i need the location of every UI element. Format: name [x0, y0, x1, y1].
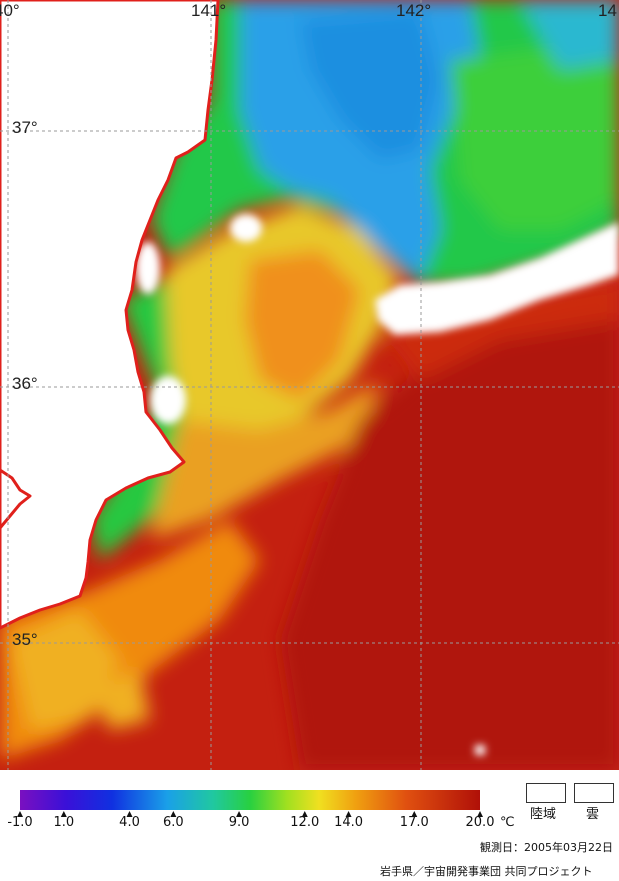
- colorbar-tick-mark: [411, 811, 418, 817]
- colorbar-tick-label: 6.0: [162, 815, 184, 830]
- lat-label-36: 36°: [12, 374, 38, 393]
- colorbar-tick-label: 4.0: [119, 815, 140, 830]
- legend-cloud-label: 雲: [586, 807, 600, 822]
- legend-land-label: 陸域: [530, 807, 557, 822]
- colorbar: [20, 790, 480, 810]
- colorbar-tick-mark: [301, 811, 308, 817]
- map-svg: [0, 0, 619, 770]
- colorbar-tick-label: 20.0: [465, 815, 495, 830]
- colorbar-tick-label: 17.0: [399, 815, 429, 830]
- colorbar-tick-mark: [477, 811, 483, 817]
- colorbar-tick-label: -1.0: [7, 815, 33, 830]
- cloud-areas: [136, 214, 619, 755]
- lon-label-142: 142°: [396, 1, 432, 20]
- colorbar-tick-mark: [17, 811, 23, 817]
- colorbar-tick-label: 9.0: [228, 815, 250, 830]
- observation-date: 観測日：2005年03月22日: [480, 841, 613, 854]
- credit-text: 岩手県／宇宙開発事業団 共同プロジェクト: [380, 865, 593, 878]
- colorbar-tick-mark: [345, 811, 352, 817]
- graticule: [0, 0, 619, 770]
- land-peninsula: [0, 468, 32, 530]
- lon-label-140: 40°: [0, 1, 20, 20]
- sea-surface-temperature-map: 40° 141° 142° 14 37° 36° 35°: [0, 0, 619, 770]
- colorbar-tick-label: 1.0: [53, 815, 75, 830]
- land-honshu: [0, 0, 220, 630]
- colorbar-tick-mark: [60, 811, 67, 817]
- legend-land-swatch: [526, 783, 566, 803]
- colorbar-tick-label: 14.0: [334, 815, 364, 830]
- lon-label-141: 141°: [191, 1, 227, 20]
- colorbar-tick-mark: [126, 811, 133, 817]
- colorbar-tick-mark: [236, 811, 243, 817]
- temperature-field: [0, 0, 619, 770]
- colorbar-tick-mark: [170, 811, 177, 817]
- legend-cloud-swatch: [574, 783, 614, 803]
- colorbar-ticks: [17, 811, 483, 817]
- colorbar-unit: ℃: [500, 815, 515, 830]
- lat-label-35: 35°: [12, 630, 38, 649]
- lon-label-143: 14: [598, 1, 617, 20]
- lat-label-37: 37°: [12, 118, 38, 137]
- colorbar-svg: [17, 790, 483, 817]
- colorbar-tick-label: 12.0: [290, 815, 320, 830]
